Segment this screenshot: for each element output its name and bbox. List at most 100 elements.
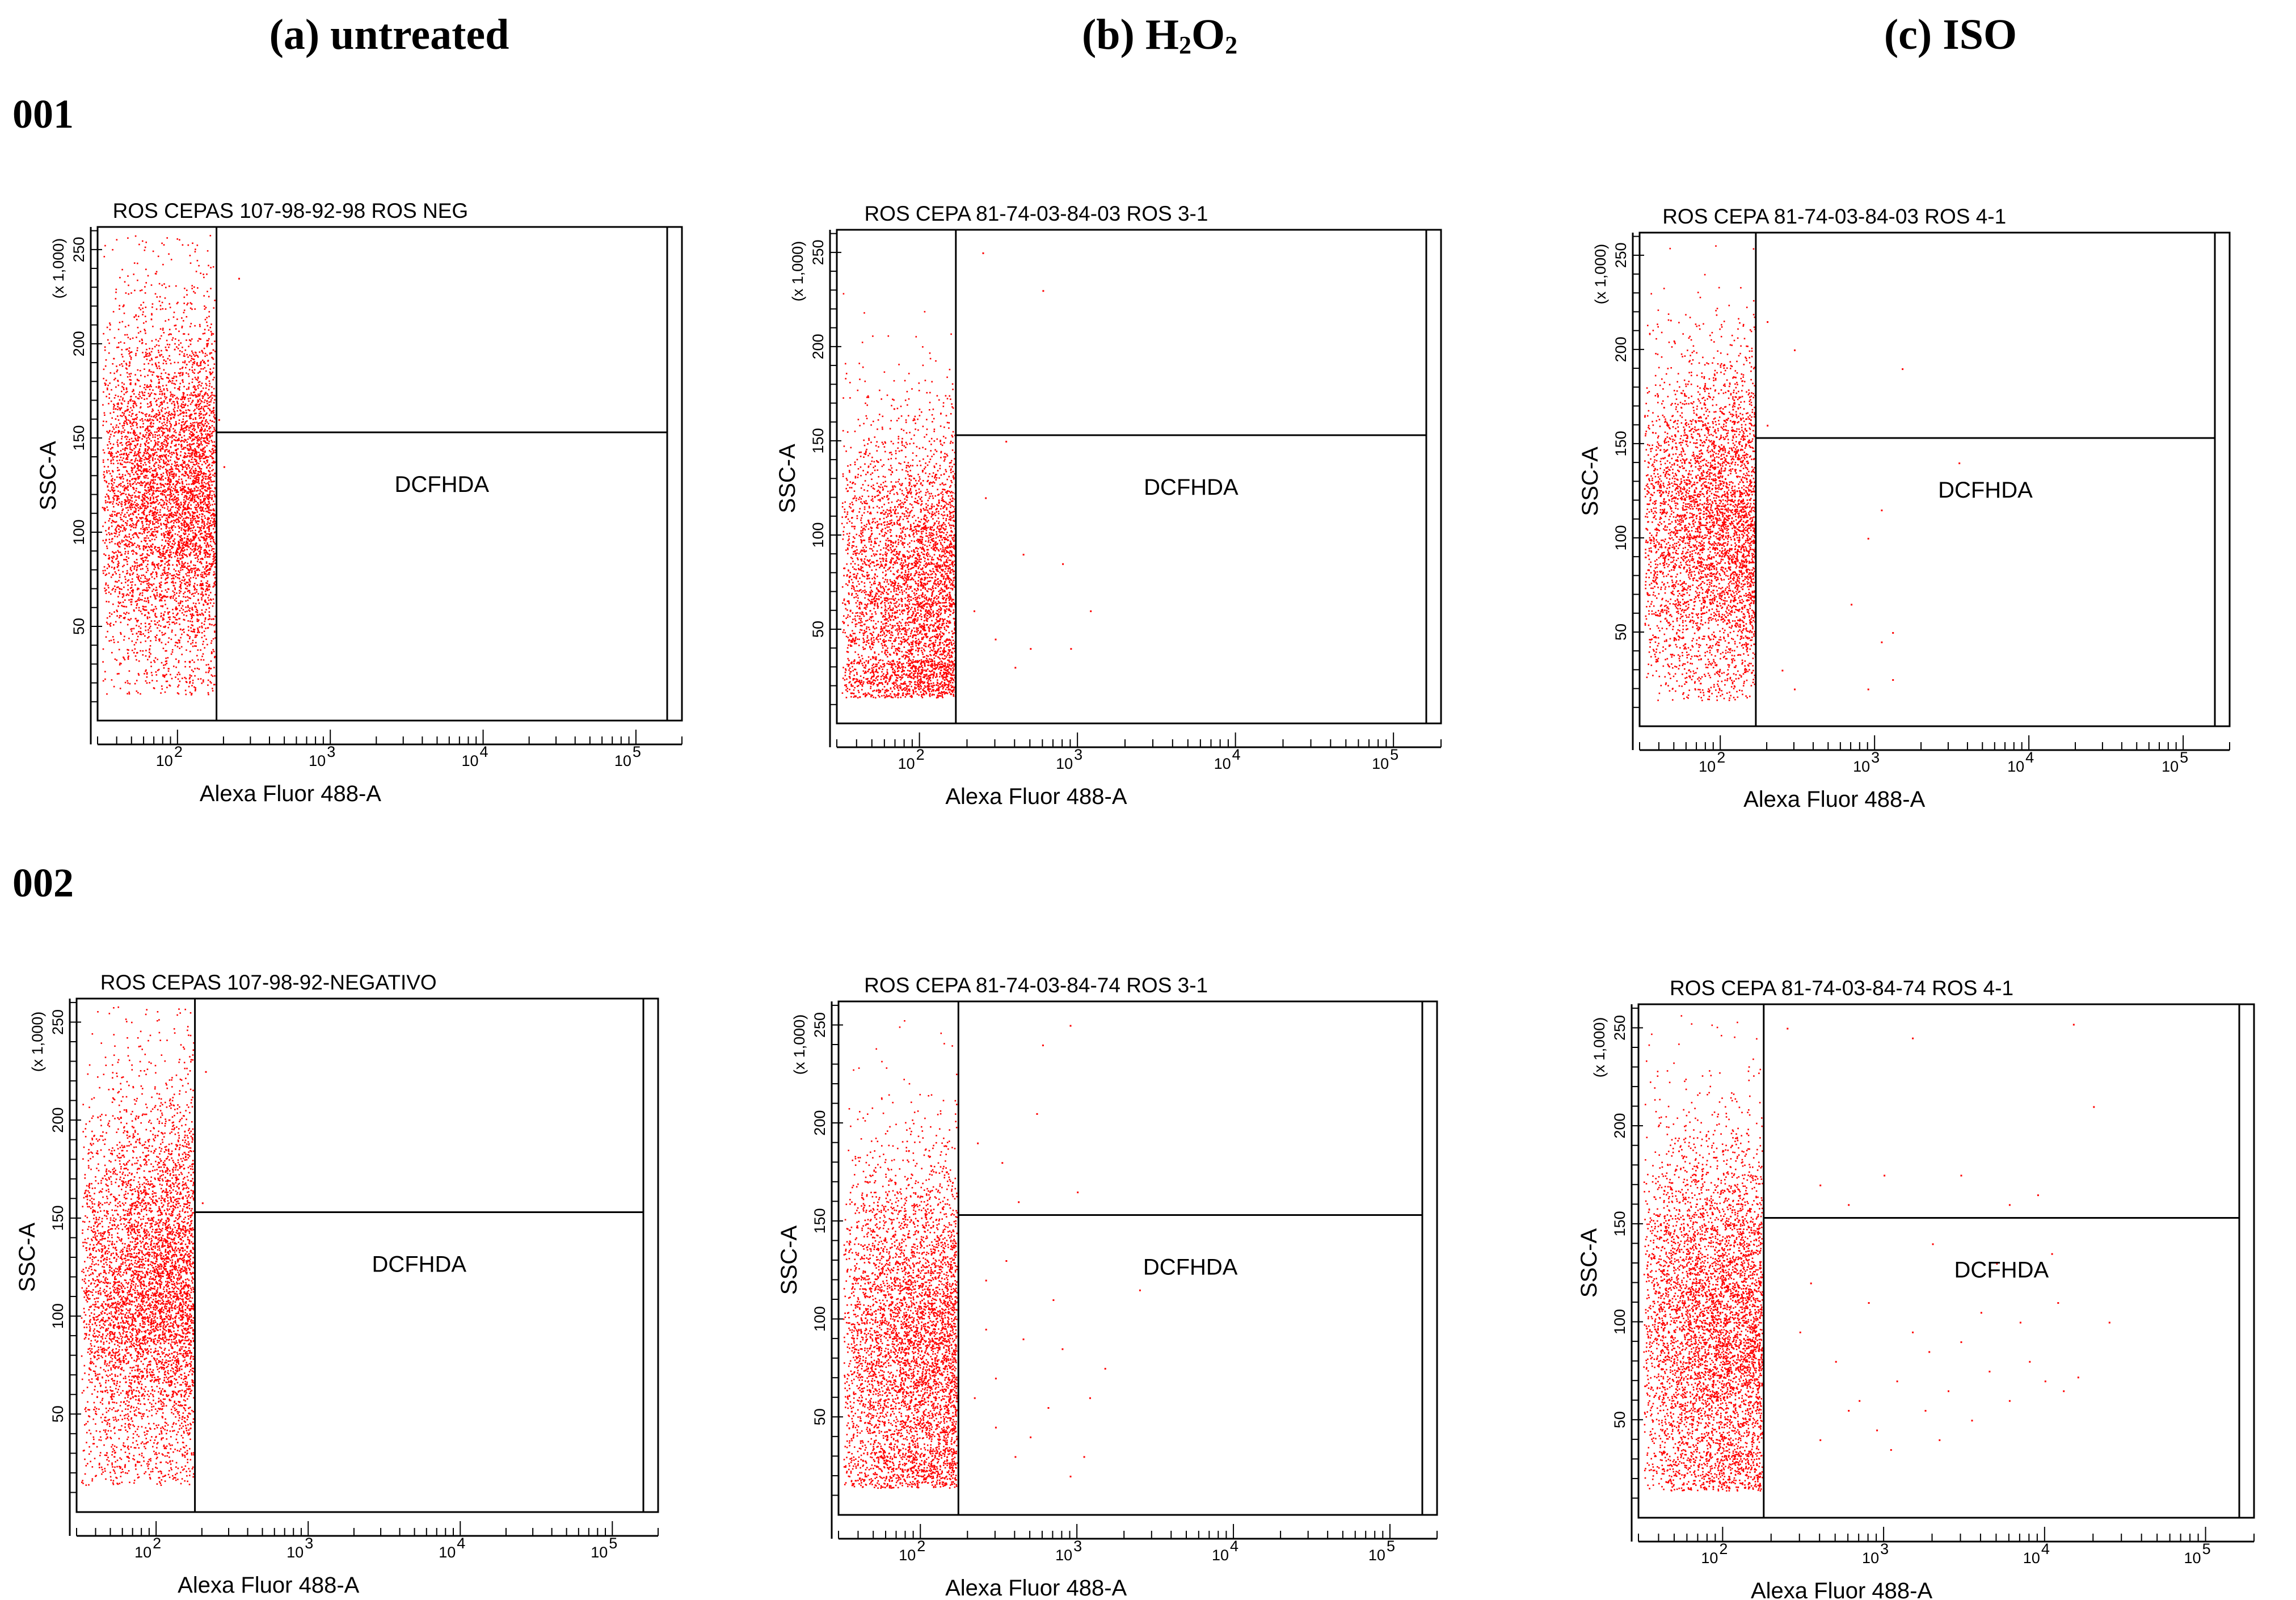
event-dot [127,458,129,460]
event-dot [150,284,153,286]
event-dot [166,500,168,502]
event-dot [174,520,176,522]
event-dot [103,452,106,454]
event-dot [207,533,209,535]
event-dot [208,595,210,596]
event-dot [195,546,196,548]
event-dot [115,530,117,532]
event-dot [158,427,159,428]
event-dot [161,335,162,337]
event-dot [170,414,172,416]
event-dot [196,494,198,496]
event-dot [193,589,196,591]
event-dot [179,389,180,391]
event-dot [191,593,193,595]
event-dot [150,386,152,388]
event-dot [205,420,207,422]
event-dot [112,562,115,563]
event-dot [126,471,128,473]
event-dot [174,511,176,513]
event-dot [191,607,193,609]
event-dot [166,417,168,419]
event-dot [149,499,151,502]
event-dot [206,538,208,540]
event-dot [119,407,120,409]
event-dot [185,500,187,502]
event-dot [111,455,113,457]
event-dot [141,496,144,498]
event-dot [203,681,204,683]
event-dot [209,371,211,373]
event-dot [150,505,151,507]
event-dot [103,466,106,468]
event-dot [168,499,171,501]
event-dot [179,239,180,241]
event-dot [130,587,133,588]
event-dot [176,500,178,502]
event-dot [189,692,191,693]
event-dot [205,413,207,415]
event-dot [108,527,110,529]
event-dot [155,386,157,388]
event-dot [114,521,116,523]
event-dot [110,454,112,456]
event-dot [171,575,173,576]
event-dot [122,605,124,608]
event-dot [204,489,206,491]
event-dot [160,523,162,525]
event-dot [205,664,208,666]
event-dot [189,355,191,356]
event-dot [184,530,186,532]
event-dot [209,512,211,514]
event-dot [209,504,211,506]
event-dot [189,445,191,447]
event-dot [178,660,180,662]
event-dot [152,610,154,612]
event-dot [197,340,199,342]
event-dot [157,512,158,513]
event-dot [166,574,168,576]
event-dot [179,368,181,370]
event-dot [187,562,189,565]
event-dot [194,570,196,572]
event-dot [124,513,126,516]
event-dot [170,536,172,537]
event-dot [202,484,204,486]
event-dot [204,308,206,310]
event-dot [148,489,149,491]
event-dot [115,572,117,575]
event-dot [168,567,170,569]
event-dot [119,592,121,595]
event-dot [115,452,117,454]
event-dot [179,373,181,374]
event-dot [136,444,138,446]
event-dot [159,355,161,357]
event-dot [153,516,155,518]
event-dot [203,425,205,427]
event-dot [151,553,154,555]
event-dot [141,564,143,566]
event-dot [196,509,198,511]
event-dot [203,414,204,416]
event-dot [184,501,187,503]
event-dot [210,642,212,644]
event-dot [203,576,205,579]
event-dot [127,482,129,485]
event-dot [198,462,200,465]
event-dot [185,508,187,511]
event-dot [182,460,184,461]
event-dot [195,504,197,506]
event-dot [149,385,151,387]
event-dot [135,479,137,481]
event-dot [118,342,120,344]
event-dot [204,405,207,407]
event-dot [117,601,120,603]
event-dot [143,530,145,533]
event-dot [192,524,194,526]
event-dot [146,523,148,525]
event-dot [179,624,180,625]
event-dot [208,497,210,499]
event-dot [127,497,129,499]
event-dot [197,356,199,358]
event-dot [139,460,141,462]
